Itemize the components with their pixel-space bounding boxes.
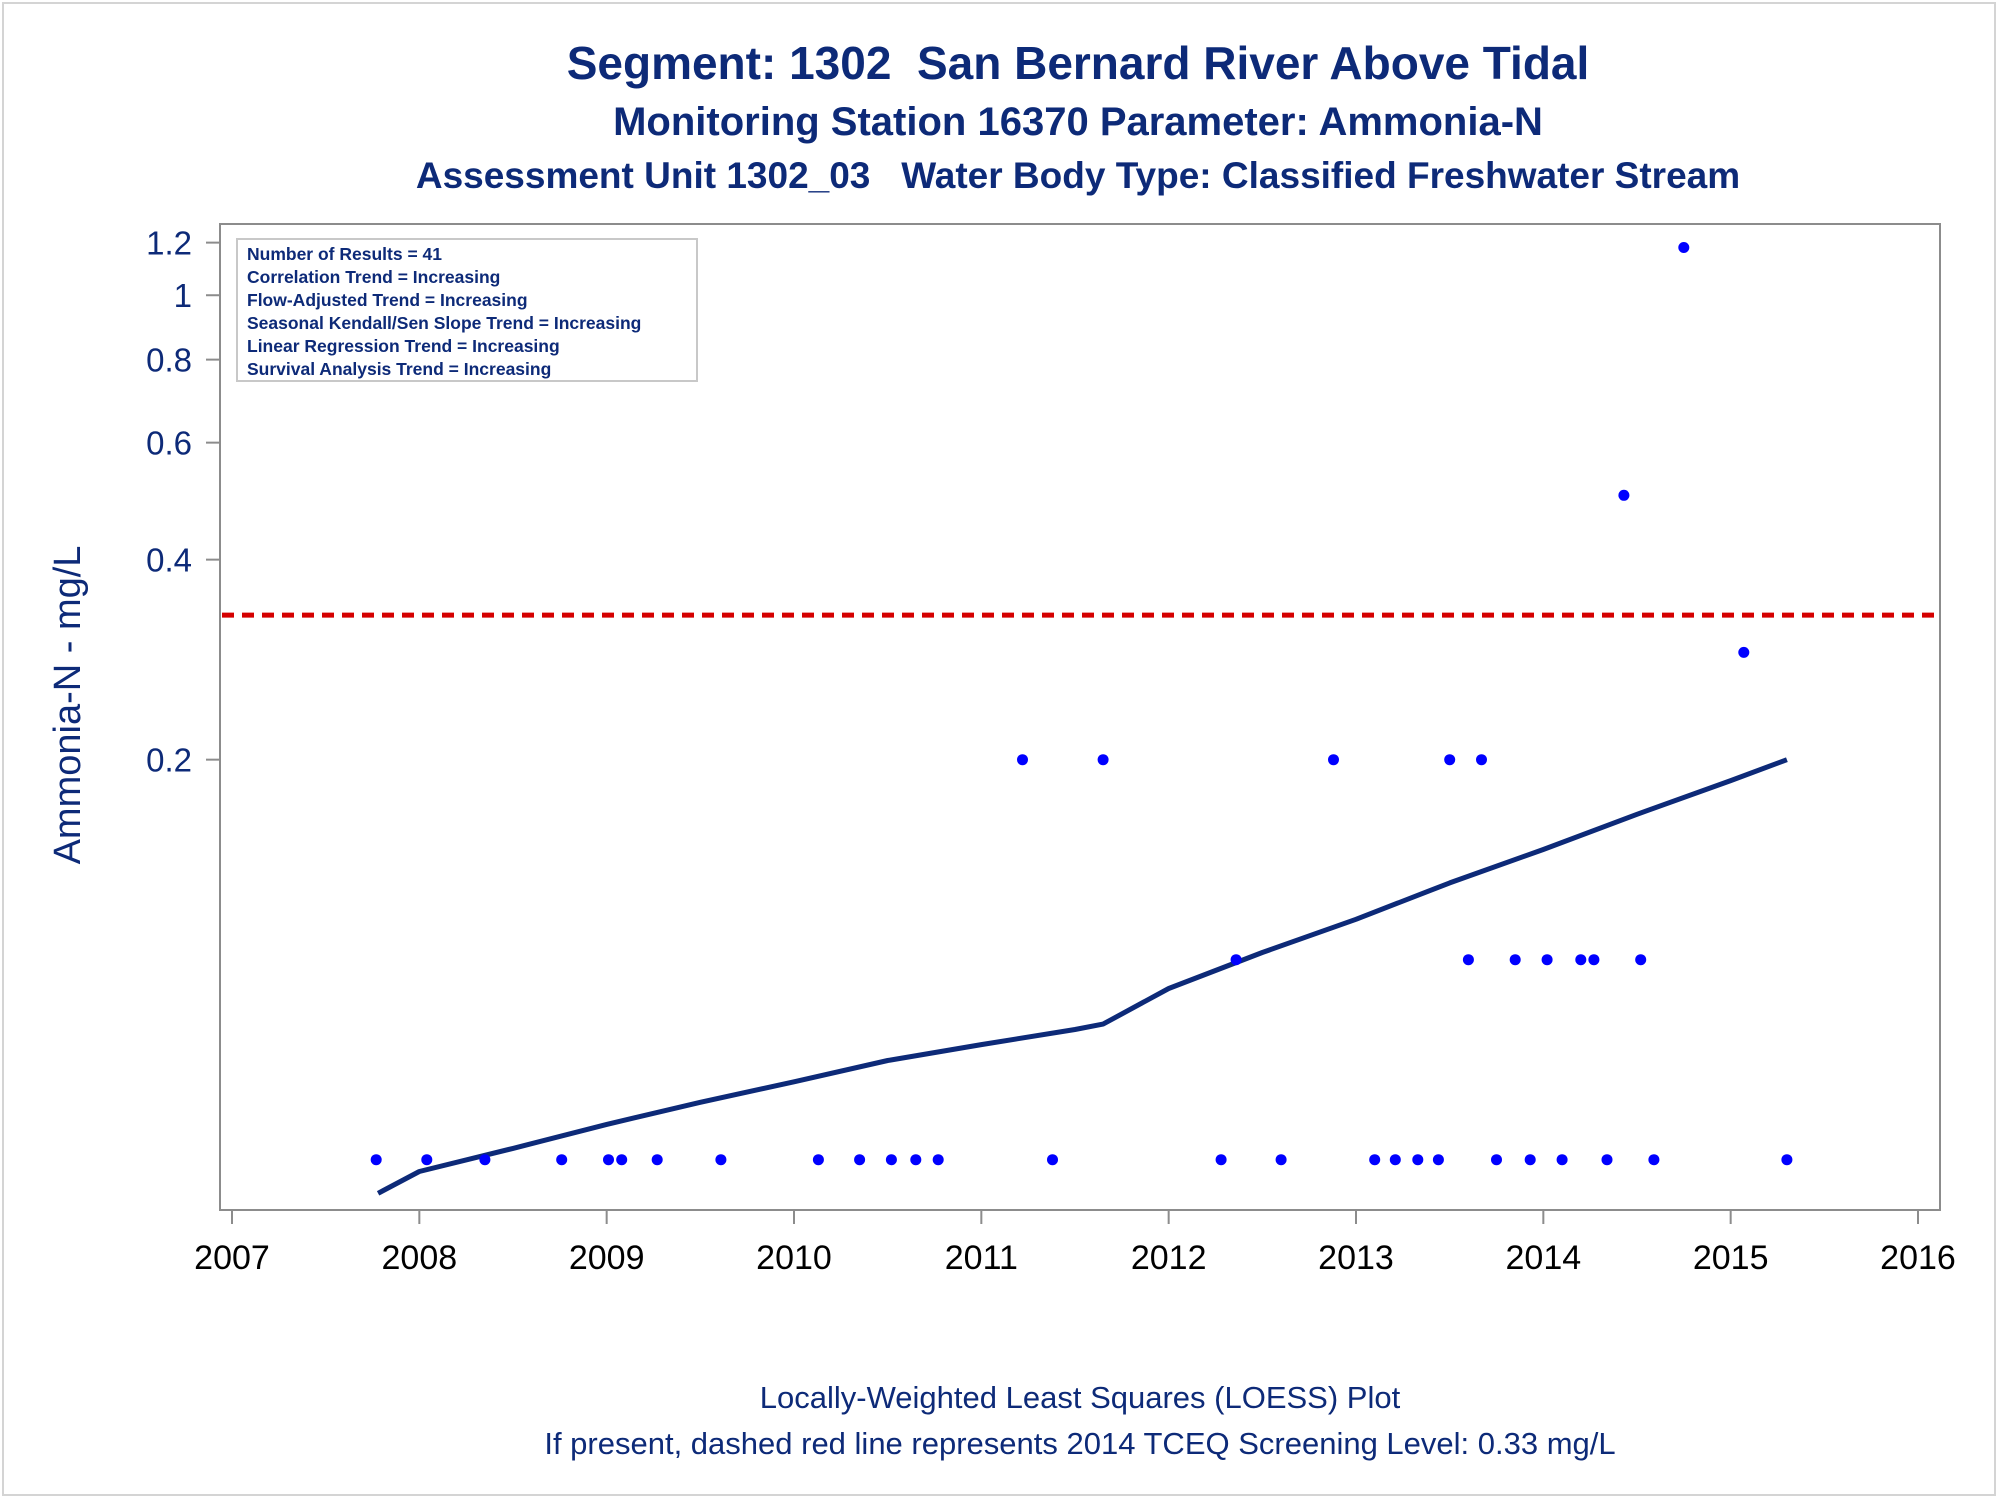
data-point [1097, 754, 1109, 766]
data-point [1215, 1154, 1227, 1166]
data-point [1678, 242, 1690, 253]
y-tick-label: 0.8 [146, 342, 192, 379]
stats-line-results: Number of Results = 41 [247, 244, 442, 264]
data-point [1524, 1154, 1536, 1166]
chart-subtitle-assessment: Assessment Unit 1302_03 Water Body Type:… [415, 155, 1741, 196]
x-tick-label: 2013 [1318, 1239, 1394, 1277]
data-point [1230, 954, 1242, 966]
y-tick-label: 0.2 [146, 742, 192, 779]
data-point [1476, 754, 1487, 766]
data-point [1648, 1154, 1660, 1166]
data-point [1635, 954, 1647, 966]
data-point [1017, 754, 1028, 766]
chart-title: Segment: 1302 San Bernard River Above Ti… [566, 37, 1590, 89]
stats-line-survival: Survival Analysis Trend = Increasing [247, 359, 551, 379]
data-points [370, 242, 1793, 1166]
data-point [1588, 954, 1600, 966]
data-point [1491, 1154, 1502, 1166]
data-point [1462, 954, 1474, 966]
data-point [1541, 954, 1553, 966]
y-axis-label: Ammonia-N - mg/L [47, 546, 89, 865]
data-point [715, 1154, 727, 1166]
data-point [616, 1154, 628, 1166]
stats-line-linear-regression: Linear Regression Trend = Increasing [247, 336, 560, 356]
data-point [421, 1154, 433, 1166]
loess-trend-line [376, 757, 1788, 1196]
data-point [603, 1154, 614, 1166]
data-point [910, 1154, 922, 1166]
stats-line-seasonal-kendall: Seasonal Kendall/Sen Slope Trend = Incre… [247, 313, 641, 333]
data-point [1738, 646, 1750, 658]
x-tick-label: 2009 [569, 1239, 645, 1277]
plot-area [219, 223, 1941, 1211]
x-tick-label: 2014 [1506, 1239, 1582, 1277]
stats-line-flow-adjusted: Flow-Adjusted Trend = Increasing [247, 290, 528, 310]
data-point [932, 1154, 944, 1166]
data-point [1601, 1154, 1613, 1166]
chart-subtitle-station: Monitoring Station 16370 Parameter: Ammo… [613, 100, 1543, 144]
x-tick-label: 2007 [194, 1239, 270, 1277]
y-tick-label: 1.2 [146, 225, 192, 262]
y-tick-label: 0.6 [146, 425, 192, 462]
data-point [1369, 1154, 1381, 1166]
data-point [1618, 489, 1630, 501]
x-tick-label: 2016 [1880, 1239, 1956, 1277]
data-point [556, 1154, 568, 1166]
stats-box-border [236, 238, 698, 382]
data-point [1556, 1154, 1568, 1166]
stats-box: Number of Results = 41 Correlation Trend… [236, 238, 698, 382]
footnote-screening: If present, dashed red line represents 2… [544, 1426, 1616, 1461]
data-point [1575, 954, 1587, 966]
y-tick-label: 0.4 [146, 542, 192, 579]
x-tick-label: 2008 [382, 1239, 458, 1277]
data-point [1781, 1154, 1793, 1166]
x-tick-label: 2010 [756, 1239, 832, 1277]
data-point [812, 1154, 824, 1166]
data-point [1432, 1154, 1444, 1166]
data-point [1412, 1154, 1424, 1166]
data-point [1389, 1154, 1401, 1166]
data-point [1444, 754, 1456, 766]
x-axis: 2007 2008 2009 2010 2011 2012 2013 2014 2015 2016 [194, 1210, 1956, 1277]
data-point [1328, 754, 1339, 766]
x-tick-label: 2015 [1693, 1239, 1769, 1277]
y-axis: 0.2 0.4 0.6 0.8 1 1.2 [146, 225, 220, 779]
footnote-loess: Locally-Weighted Least Squares (LOESS) P… [759, 1380, 1401, 1415]
stats-line-correlation: Correlation Trend = Increasing [247, 267, 500, 287]
data-point [854, 1154, 866, 1166]
x-tick-label: 2012 [1131, 1239, 1207, 1277]
data-point [1047, 1154, 1058, 1166]
data-point [651, 1154, 663, 1166]
y-tick-label: 1 [174, 277, 192, 314]
data-point [370, 1154, 382, 1166]
data-point [479, 1154, 491, 1166]
data-point [885, 1154, 897, 1166]
data-point [1509, 954, 1521, 966]
x-tick-label: 2011 [945, 1239, 1018, 1277]
data-point [1275, 1154, 1287, 1166]
